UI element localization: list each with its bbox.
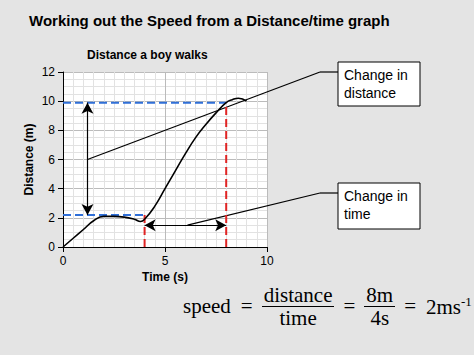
svg-text:Distance a boy walks: Distance a boy walks [87, 48, 208, 62]
svg-text:Distance (m): Distance (m) [22, 123, 36, 195]
svg-text:0: 0 [60, 254, 67, 268]
svg-text:6: 6 [48, 153, 55, 167]
svg-text:Time (s): Time (s) [142, 270, 188, 284]
svg-text:0: 0 [48, 240, 55, 254]
svg-text:4: 4 [48, 182, 55, 196]
svg-text:10: 10 [260, 254, 274, 268]
svg-text:12: 12 [42, 65, 56, 79]
html-text:distance: distance [263, 283, 333, 307]
svg-text:2: 2 [48, 211, 55, 225]
svg-text:time: time [344, 206, 371, 222]
svg-text:Change in: Change in [344, 188, 412, 204]
html-text:2ms-1: 2ms-1 [426, 293, 472, 319]
svg-text:8: 8 [48, 123, 55, 137]
html-text:4s: 4s [370, 306, 390, 330]
html-text:speed: speed [183, 294, 231, 318]
html-text:8m: 8m [366, 283, 394, 307]
svg-text:Change in: Change in [344, 67, 412, 83]
svg-text:Working out the Speed from a D: Working out the Speed from a Distance/ti… [29, 12, 390, 29]
html-text:time: time [279, 306, 317, 330]
svg-text:10: 10 [42, 94, 56, 108]
svg-text:5: 5 [162, 254, 169, 268]
svg-text:distance: distance [344, 85, 396, 101]
